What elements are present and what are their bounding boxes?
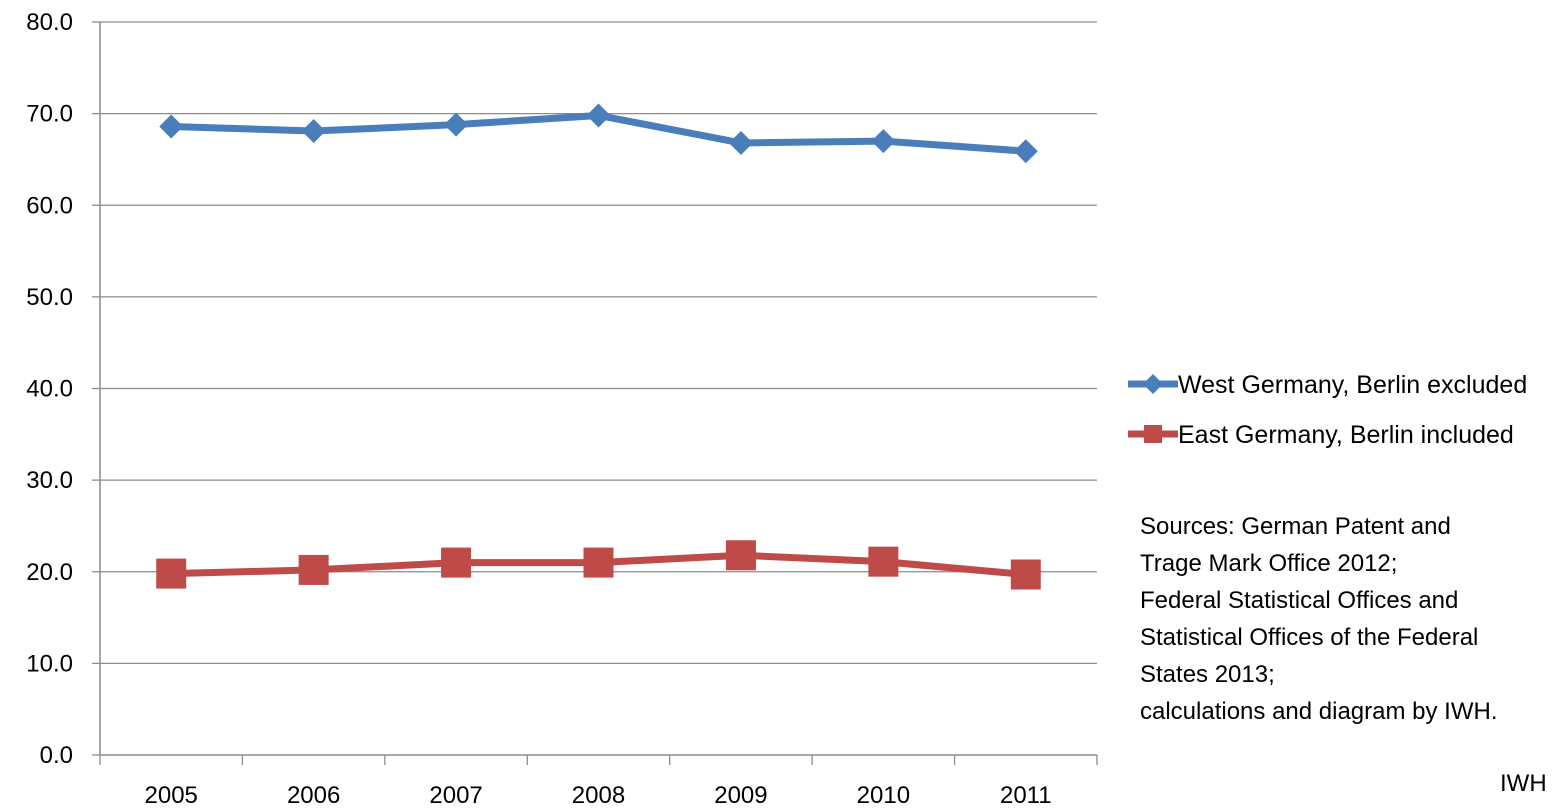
data-point [871,129,896,154]
x-tick-label: 2005 [145,782,198,808]
data-point [444,112,469,137]
y-tick-label: 40.0 [26,376,73,403]
credit-label: IWH [1500,770,1547,797]
x-tick-label: 2007 [429,782,482,808]
sources-line: Trage Mark Office 2012; [1140,550,1398,577]
data-point [156,558,187,589]
legend-swatch-marker [1144,425,1162,443]
y-tick-label: 20.0 [26,559,73,586]
y-tick-label: 60.0 [26,192,73,219]
x-axis-ticks: 2005 2006 2007 2008 2009 2010 2011 [99,755,1098,808]
sources-line: Statistical Offices of the Federal [1140,624,1479,651]
data-point [298,554,329,585]
sources-line: calculations and diagram by IWH. [1140,698,1498,725]
x-tick-label: 2006 [287,782,340,808]
y-tick-label: 0.0 [40,742,73,769]
x-tick-label: 2009 [714,782,767,808]
legend-label: West Germany, Berlin excluded [1178,371,1527,399]
legend-swatch-marker [1143,374,1163,394]
data-point [441,547,472,578]
y-tick-label: 80.0 [26,9,73,36]
data-point [301,119,326,144]
data-point [868,546,899,577]
y-tick-label: 70.0 [26,101,73,128]
y-tick-label: 30.0 [26,467,73,494]
x-tick-label: 2011 [1000,782,1052,808]
x-tick-label: 2010 [857,782,910,808]
y-tick-label: 10.0 [26,650,73,677]
sources-line: Sources: German Patent and [1140,513,1451,540]
data-point [1013,139,1038,164]
x-tick-label: 2008 [572,782,625,808]
data-point [583,547,614,578]
data-point [1010,559,1041,590]
y-tick-label: 50.0 [26,284,73,311]
sources-line: States 2013; [1140,661,1275,688]
legend-label: East Germany, Berlin included [1178,421,1514,449]
data-point [586,103,611,128]
y-axis-ticks: 0.0 10.0 20.0 30.0 40.0 50.0 60.0 70.0 80.0 [26,9,100,769]
data-point [159,114,184,139]
data-point [725,540,756,571]
data-point [728,130,753,155]
sources-line: Federal Statistical Offices and [1140,587,1459,614]
legend: West Germany, Berlin excluded East German… [1128,371,1527,449]
series-layer [156,103,1041,590]
sources-note: Sources: German Patent and Trage Mark Of… [1140,508,1560,730]
